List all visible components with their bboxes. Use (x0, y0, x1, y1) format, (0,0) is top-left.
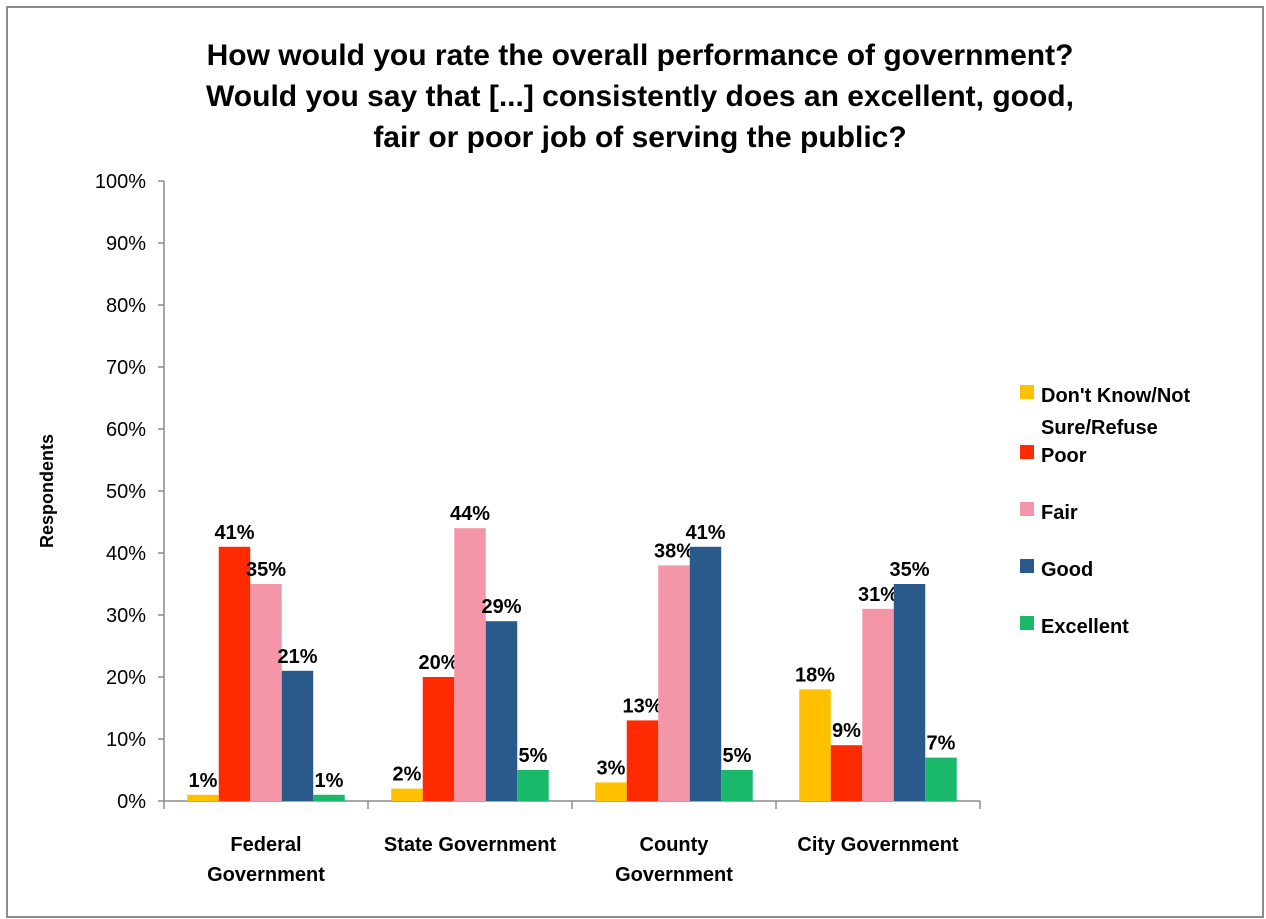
bar (721, 770, 753, 801)
bar (658, 565, 690, 801)
bar (689, 546, 722, 801)
bar (595, 782, 627, 801)
legend-swatch (1020, 445, 1034, 459)
y-tick-label: 20% (106, 667, 146, 689)
data-label: 1% (189, 770, 218, 792)
data-label: 31% (858, 584, 898, 606)
data-label: 44% (450, 503, 490, 525)
bar (187, 794, 219, 801)
y-tick-label: 0% (117, 791, 146, 813)
bar (799, 689, 831, 801)
legend-swatch (1020, 385, 1034, 399)
data-label: 20% (418, 652, 458, 674)
y-tick-label: 10% (106, 729, 146, 751)
y-tick-label: 40% (106, 543, 146, 565)
bar (218, 546, 251, 801)
bar (313, 794, 345, 801)
bar (893, 584, 926, 801)
y-tick-label: 80% (106, 295, 146, 317)
data-label: 21% (277, 646, 317, 668)
chart-title-line: How would you rate the overall performan… (206, 39, 1074, 72)
data-label: 29% (481, 596, 521, 618)
y-tick-label: 60% (106, 419, 146, 441)
legend-label: Good (1041, 559, 1093, 581)
bar (281, 670, 314, 801)
category-label: Government (207, 864, 325, 886)
bar (250, 584, 282, 801)
y-tick-label: 100% (95, 171, 146, 193)
legend-swatch (1020, 616, 1034, 630)
data-label: 7% (927, 733, 956, 755)
bar (517, 770, 549, 801)
bar (830, 745, 863, 801)
data-label: 5% (519, 745, 548, 767)
data-label: 41% (685, 522, 725, 544)
data-label: 13% (622, 695, 662, 717)
data-label: 35% (246, 559, 286, 581)
legend-label: Sure/Refuse (1041, 417, 1158, 439)
y-tick-label: 30% (106, 605, 146, 627)
category-label: County (640, 834, 710, 856)
y-tick-label: 50% (106, 481, 146, 503)
bar (626, 720, 659, 801)
y-tick-label: 70% (106, 357, 146, 379)
legend-label: Fair (1041, 502, 1078, 524)
data-label: 1% (315, 770, 344, 792)
y-tick-label: 90% (106, 233, 146, 255)
bar (454, 528, 486, 801)
legend-swatch (1020, 559, 1034, 573)
legend-swatch (1020, 502, 1034, 516)
bar (862, 608, 894, 801)
bar (485, 621, 518, 801)
y-axis-label: Respondents (37, 434, 57, 548)
data-label: 9% (832, 720, 861, 742)
bar (422, 677, 455, 801)
legend-label: Don't Know/Not (1041, 385, 1191, 407)
bar (925, 757, 957, 801)
chart-title-line: fair or poor job of serving the public? (373, 121, 907, 154)
data-label: 3% (597, 757, 626, 779)
data-label: 5% (723, 745, 752, 767)
category-label: State Government (384, 834, 557, 856)
data-label: 41% (214, 522, 254, 544)
category-label: Government (615, 864, 733, 886)
legend-label: Poor (1041, 445, 1087, 467)
data-label: 35% (889, 559, 929, 581)
chart-title: How would you rate the overall performan… (0, 35, 1266, 158)
category-label: Federal (230, 834, 301, 856)
chart-title-line: Would you say that [...] consistently do… (206, 80, 1074, 113)
data-label: 2% (393, 764, 422, 786)
data-label: 18% (795, 664, 835, 686)
data-label: 38% (654, 540, 694, 562)
legend-label: Excellent (1041, 616, 1129, 638)
category-label: City Government (797, 834, 958, 856)
bar (391, 788, 423, 801)
